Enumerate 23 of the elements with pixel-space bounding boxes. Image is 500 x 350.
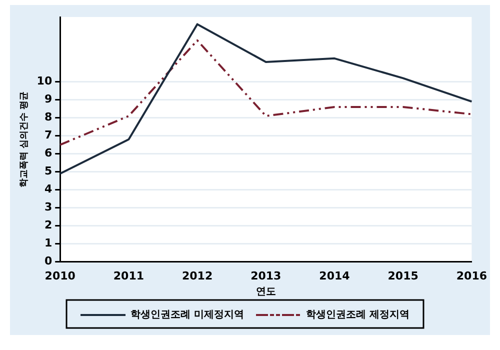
y-tick-label: 5 [44, 164, 52, 178]
x-tick-label: 2011 [113, 269, 144, 282]
legend-label: 학생인권조례 제정지역 [306, 310, 410, 321]
x-tick-label: 2010 [44, 269, 76, 282]
y-tick-label: 2 [44, 218, 52, 232]
y-tick-label: 10 [36, 74, 52, 88]
y-tick-label: 7 [44, 128, 52, 142]
y-tick-label: 3 [44, 200, 52, 214]
line-series [59, 39, 473, 146]
x-axis-title: 연도 [256, 286, 276, 298]
x-tick-label: 2014 [319, 269, 350, 282]
y-tick-label: 0 [44, 254, 52, 268]
y-tick-label: 8 [44, 110, 52, 124]
x-tick-label: 2016 [456, 269, 488, 282]
y-tick-label: 4 [44, 182, 52, 196]
y-tick-label: 1 [44, 236, 52, 250]
x-tick-label: 2012 [182, 269, 213, 282]
x-tick-label: 2013 [250, 269, 282, 282]
legend-label: 학생인권조례 미제정지역 [130, 310, 244, 321]
y-axis-title: 학교폭력 심의건수 평균 [20, 91, 30, 188]
x-tick-label: 2015 [388, 269, 418, 282]
y-tick-label: 6 [44, 146, 52, 160]
y-tick-label: 9 [44, 92, 52, 106]
